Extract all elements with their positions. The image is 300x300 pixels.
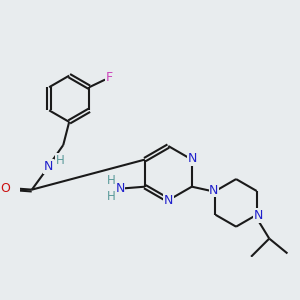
Text: N: N (188, 152, 197, 165)
Text: F: F (106, 71, 112, 85)
Text: N: N (44, 160, 53, 173)
Text: O: O (1, 182, 10, 194)
Text: N: N (209, 184, 218, 197)
Text: N: N (116, 182, 125, 195)
Text: H: H (106, 190, 115, 203)
Text: H: H (106, 174, 115, 187)
Text: N: N (254, 209, 263, 222)
Text: N: N (164, 194, 173, 207)
Text: H: H (56, 154, 64, 167)
